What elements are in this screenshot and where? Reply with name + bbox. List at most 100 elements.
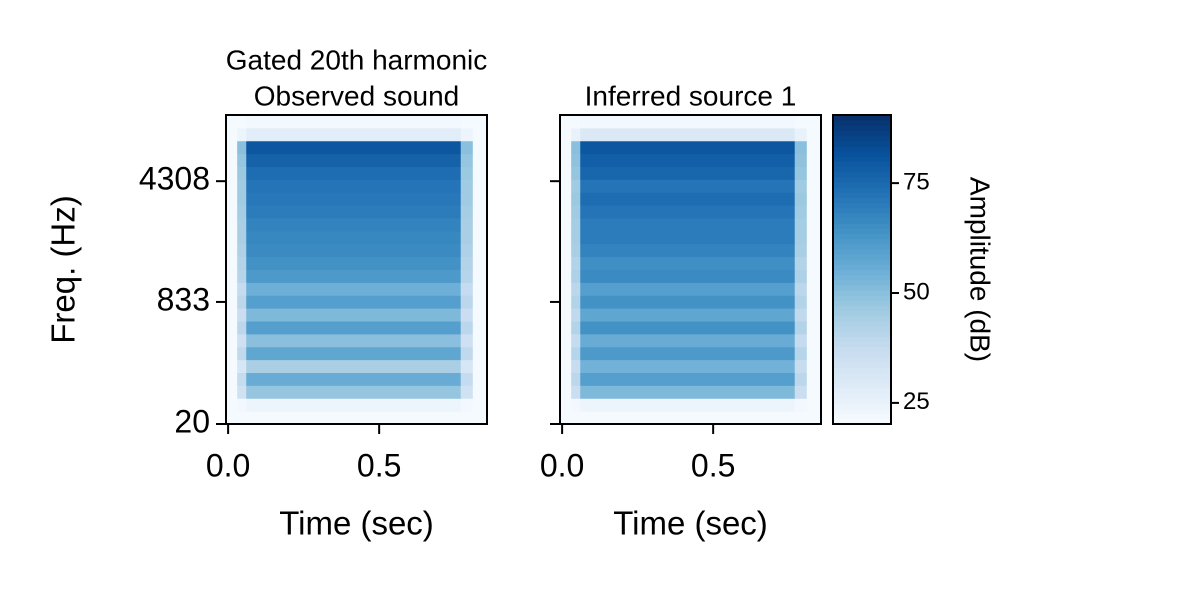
heatmap-cell [246,166,462,180]
heatmap-cell [806,179,822,193]
heatmap-cell [794,192,808,206]
heatmap-cell [246,411,462,425]
heatmap-cell [226,230,238,245]
colorbar-strip [833,377,891,384]
colorbar-strip [833,202,891,209]
heatmap-cell [472,179,488,193]
colorbar-strip [833,120,891,126]
heatmap-cell [560,282,572,296]
heatmap-cell [226,127,238,142]
heatmap-cell [246,282,462,296]
colorbar-strip [833,398,891,404]
colorbar-strip [833,418,891,425]
heatmap-cell [237,321,247,335]
heatmap-cell [226,179,238,193]
heatmap-cell [806,127,822,142]
heatmap-cell [246,230,462,245]
heatmap-cell [472,333,488,348]
heatmap-cell [472,295,488,309]
heatmap-cell [571,308,581,322]
heatmap-cell [580,166,796,180]
heatmap-cell [571,282,581,296]
heatmap-cell [460,153,474,167]
heatmap-cell [560,346,572,361]
heatmap-cell [237,295,247,309]
heatmap-cell [580,333,796,348]
heatmap-cell [806,372,822,386]
heatmap-cell [472,166,488,180]
heatmap-cell [460,359,474,373]
heatmap-cell [794,115,808,129]
x-tick-label: 0.5 [691,447,735,483]
heatmap-cell [794,205,808,219]
heatmap-cell [237,269,247,283]
colorbar-strip [833,310,891,317]
heatmap-cell [460,166,474,180]
colorbar-strip [833,197,891,204]
colorbar-tick-label: 25 [903,388,930,415]
colorbar-strip [833,315,891,322]
heatmap-cell [580,269,796,283]
heatmap-cell [560,140,572,155]
heatmap-cell [472,321,488,335]
colorbar-strip [833,305,891,312]
heatmap-cell [226,308,238,322]
heatmap-cell [806,295,822,309]
heatmap-cell [246,140,462,155]
colorbar-strip [833,382,891,389]
colorbar-strip [833,284,891,291]
heatmap-cell [794,372,808,386]
colorbar-strip [833,290,891,296]
heatmap-cell [460,346,474,361]
heatmap-cell [237,115,247,129]
heatmap-cell [226,359,238,373]
heatmap-cell [560,205,572,219]
colorbar-strip [833,413,891,420]
heatmap-cell [472,230,488,245]
heatmap-cell [460,127,474,142]
colorbar-strip [833,331,891,337]
heatmap-cell [571,359,581,373]
heatmap-cell [560,295,572,309]
heatmap-cell [580,372,796,386]
colorbar-strip [833,351,891,358]
heatmap-cell [571,166,581,180]
heatmap-cell [806,115,822,129]
colorbar-strip [833,300,891,307]
heatmap-cell [560,372,572,386]
colorbar-strip [833,140,891,147]
heatmap-cell [571,153,581,167]
heatmap-cell [472,385,488,399]
heatmap-cell [571,398,581,412]
heatmap-cell [237,346,247,361]
colorbar-strip [833,161,891,167]
heatmap-cell [580,295,796,309]
heatmap-cell [580,218,796,232]
heatmap-cell [237,372,247,386]
heatmap-cell [580,153,796,167]
heatmap-cell [460,308,474,322]
heatmap-cell [580,127,796,142]
heatmap-cell [246,346,462,361]
colorbar-strip [833,145,891,152]
colorbar-strip [833,264,891,270]
heatmap-cell [460,321,474,335]
colorbar-strip [833,254,891,260]
heatmap-cell [794,127,808,142]
plot-frame [225,114,488,425]
heatmap-cell [580,385,796,399]
heatmap-cell [226,153,238,167]
heatmap-cell [560,359,572,373]
panel-title: Observed sound [254,80,459,111]
heatmap-cell [246,321,462,335]
colorbar-strip [833,295,891,301]
heatmap-cell [806,398,822,412]
heatmap-cell [794,295,808,309]
heatmap-cell [806,282,822,296]
colorbar-strip [833,151,891,157]
heatmap-cell [472,153,488,167]
heatmap-cell [794,346,808,361]
heatmap-cell [794,153,808,167]
heatmap-cell [246,153,462,167]
